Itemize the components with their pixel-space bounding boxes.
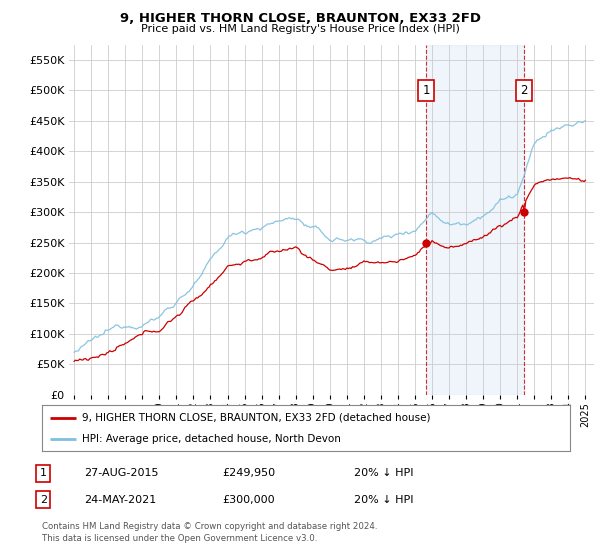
Text: 1: 1 — [422, 84, 430, 97]
Text: 2: 2 — [520, 84, 527, 97]
Text: 1: 1 — [40, 468, 47, 478]
Text: 9, HIGHER THORN CLOSE, BRAUNTON, EX33 2FD (detached house): 9, HIGHER THORN CLOSE, BRAUNTON, EX33 2F… — [82, 413, 430, 423]
Text: 20% ↓ HPI: 20% ↓ HPI — [354, 468, 413, 478]
Text: £249,950: £249,950 — [222, 468, 275, 478]
Text: HPI: Average price, detached house, North Devon: HPI: Average price, detached house, Nort… — [82, 435, 340, 444]
Bar — [426, 45, 524, 395]
Text: 20% ↓ HPI: 20% ↓ HPI — [354, 494, 413, 505]
Text: £300,000: £300,000 — [222, 494, 275, 505]
Text: Contains HM Land Registry data © Crown copyright and database right 2024.
This d: Contains HM Land Registry data © Crown c… — [42, 522, 377, 543]
Text: 2: 2 — [40, 494, 47, 505]
Text: Price paid vs. HM Land Registry's House Price Index (HPI): Price paid vs. HM Land Registry's House … — [140, 24, 460, 34]
Text: 24-MAY-2021: 24-MAY-2021 — [84, 494, 156, 505]
Text: 9, HIGHER THORN CLOSE, BRAUNTON, EX33 2FD: 9, HIGHER THORN CLOSE, BRAUNTON, EX33 2F… — [119, 12, 481, 25]
Text: 27-AUG-2015: 27-AUG-2015 — [84, 468, 158, 478]
